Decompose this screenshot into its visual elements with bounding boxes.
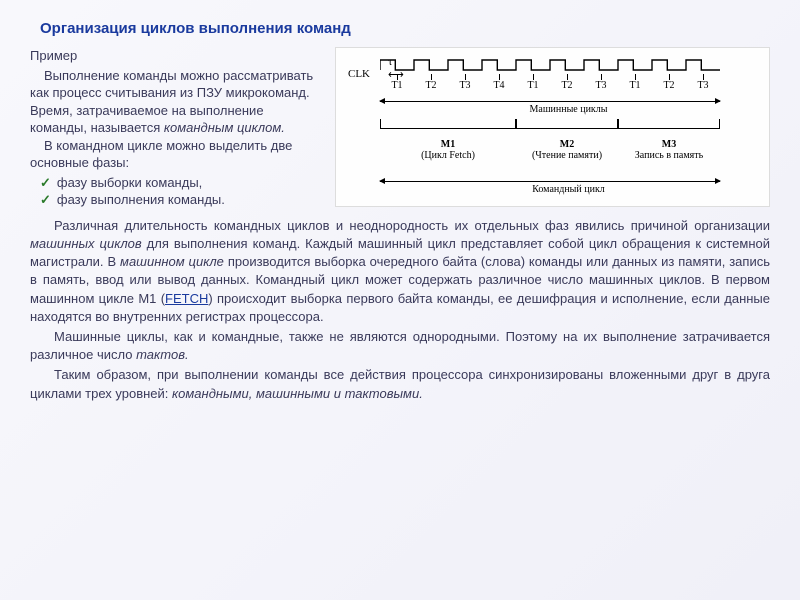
- diagram-inner: τ⟷ CLK T1T2T3T4T1T2T3T1T2T3 Машинные цик…: [348, 56, 757, 194]
- mc-label-row: M1(Цикл Fetch)M2(Чтение памяти)M3Запись …: [380, 139, 757, 161]
- tick-label: T2: [550, 80, 584, 91]
- content-row: Пример Выполнение команды можно рассматр…: [30, 47, 770, 209]
- body-p2: Машинные циклы, как и командные, также н…: [30, 328, 770, 364]
- command-cycle-caption: Командный цикл: [380, 184, 757, 195]
- body-p3: Таким образом, при выполнении команды вс…: [30, 366, 770, 402]
- tick-label: T2: [652, 80, 686, 91]
- tick-label: T2: [414, 80, 448, 91]
- machine-cycle-bracket: [516, 119, 618, 129]
- body-p1d: машинном цикле: [120, 254, 224, 269]
- tick-label: T1: [516, 80, 550, 91]
- phase-1: фазу выборки команды,: [40, 174, 320, 192]
- body-p2b: тактов.: [136, 347, 189, 362]
- phase-2: фазу выполнения команды.: [40, 191, 320, 209]
- machine-cycle-label: M1(Цикл Fetch): [380, 139, 516, 161]
- command-cycle-arrow: [380, 181, 720, 182]
- body-p1a: Различная длительность командных циклов …: [54, 218, 770, 233]
- tick-label: T1: [380, 80, 414, 91]
- left-p1b: командным циклом.: [164, 120, 285, 135]
- left-p1: Выполнение команды можно рассматривать к…: [30, 67, 320, 137]
- timing-diagram: τ⟷ CLK T1T2T3T4T1T2T3T1T2T3 Машинные цик…: [335, 47, 770, 207]
- left-column: Пример Выполнение команды можно рассматр…: [30, 47, 320, 209]
- example-label: Пример: [30, 47, 320, 65]
- body-p1: Различная длительность командных циклов …: [30, 217, 770, 326]
- tick-label: T4: [482, 80, 516, 91]
- page-title: Организация циклов выполнения команд: [30, 20, 770, 37]
- body-p3b: командными, машинными и тактовыми.: [172, 386, 423, 401]
- machine-cycle-label: M3Запись в память: [618, 139, 720, 161]
- fetch-link[interactable]: FETCH: [165, 291, 208, 306]
- tick-label: T3: [448, 80, 482, 91]
- tau-label: τ⟷: [388, 56, 404, 81]
- machine-cycle-bracket: [380, 119, 516, 129]
- tick-label: T3: [584, 80, 618, 91]
- machine-cycle-bracket: [618, 119, 720, 129]
- phase-list: фазу выборки команды, фазу выполнения ко…: [30, 174, 320, 209]
- machine-cycles-caption: Машинные циклы: [380, 104, 757, 115]
- clk-row: CLK: [348, 56, 757, 80]
- tick-row: T1T2T3T4T1T2T3T1T2T3: [380, 80, 757, 91]
- clk-waveform: [380, 56, 730, 80]
- machine-cycle-arrow: [380, 101, 720, 102]
- bracket-row: [380, 119, 757, 129]
- body-p1b: машинных циклов: [30, 236, 142, 251]
- clk-label: CLK: [348, 68, 376, 80]
- tick-label: T1: [618, 80, 652, 91]
- tick-label: T3: [686, 80, 720, 91]
- left-p2: В командном цикле можно выделить две осн…: [30, 137, 320, 172]
- machine-cycle-label: M2(Чтение памяти): [516, 139, 618, 161]
- body-text: Различная длительность командных циклов …: [30, 217, 770, 403]
